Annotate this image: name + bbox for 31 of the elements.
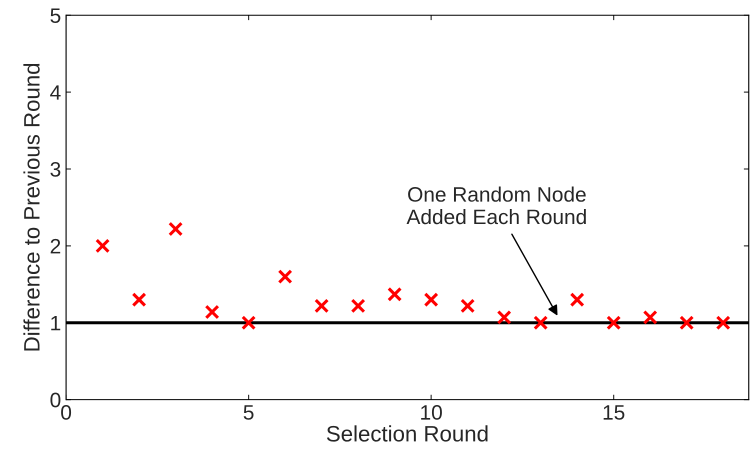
point <box>642 310 658 325</box>
point <box>204 304 220 320</box>
x-tick-label: 10 <box>421 405 442 420</box>
point <box>496 310 512 325</box>
point <box>95 238 110 254</box>
point <box>460 298 475 314</box>
y-tick-label: 5 <box>50 8 60 23</box>
y-tick-label: 4 <box>50 85 61 100</box>
point <box>716 315 731 330</box>
y-tick-label: 0 <box>50 392 60 408</box>
point <box>350 298 366 314</box>
x-tick-label: 15 <box>604 405 624 420</box>
point <box>570 292 585 308</box>
y-tick-label: 3 <box>50 162 60 177</box>
point <box>533 315 548 330</box>
point <box>424 292 438 308</box>
x-tick-label: 5 <box>244 405 254 420</box>
point <box>679 315 694 330</box>
point <box>168 222 183 236</box>
x-axis-title: Selection Round <box>326 425 488 442</box>
x-tick-label: 0 <box>61 405 72 420</box>
point <box>241 315 256 330</box>
point <box>278 269 292 284</box>
annotation: One Random Node Added Each Round <box>406 186 586 224</box>
point <box>132 292 146 308</box>
point <box>387 286 402 302</box>
point <box>606 315 622 330</box>
y-tick-label: 1 <box>51 316 60 330</box>
point <box>314 298 329 314</box>
y-tick-label: 2 <box>50 238 60 254</box>
y-axis-title: Difference to Previous Round <box>23 64 40 351</box>
